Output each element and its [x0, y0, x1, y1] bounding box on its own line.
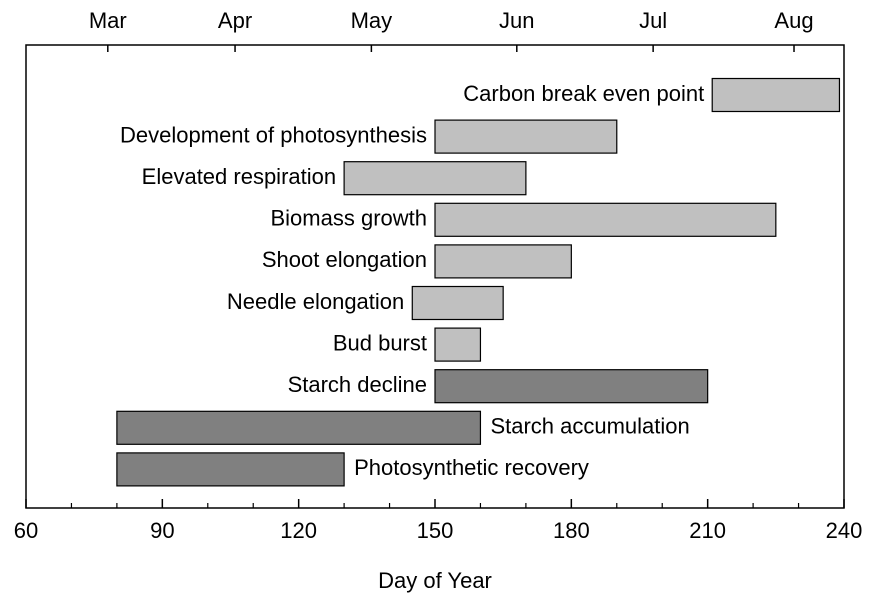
bar — [434, 119, 618, 154]
x-tick-label: 120 — [280, 518, 317, 543]
bar-label: Shoot elongation — [262, 247, 427, 272]
x2-tick-label: Jun — [499, 8, 534, 33]
bar-label: Needle elongation — [227, 289, 404, 314]
x-tick-label: 90 — [150, 518, 174, 543]
bar-label: Elevated respiration — [142, 164, 336, 189]
bar — [116, 452, 345, 487]
bar-label: Bud burst — [333, 330, 427, 355]
x-tick-label: 60 — [14, 518, 38, 543]
bar-label: Starch accumulation — [490, 414, 689, 439]
x2-tick-label: Mar — [89, 8, 127, 33]
x-tick-label: 240 — [826, 518, 863, 543]
x-tick-label: 180 — [553, 518, 590, 543]
x-axis-title: Day of Year — [378, 568, 492, 593]
bar — [343, 161, 527, 196]
bar — [116, 410, 482, 445]
bar — [434, 369, 709, 404]
bar-label: Carbon break even point — [463, 81, 704, 106]
bar — [434, 202, 777, 237]
bar-label: Development of photosynthesis — [120, 122, 427, 147]
bar-label: Biomass growth — [270, 206, 427, 231]
x2-tick-label: Apr — [218, 8, 252, 33]
bar — [711, 77, 841, 113]
bar-label: Photosynthetic recovery — [354, 455, 589, 480]
bar-label: Starch decline — [288, 372, 427, 397]
x2-tick-label: Aug — [774, 8, 813, 33]
x-tick-label: 150 — [417, 518, 454, 543]
x2-tick-label: May — [351, 8, 393, 33]
bar — [411, 285, 504, 321]
bar — [434, 327, 482, 362]
x-tick-label: 210 — [689, 518, 726, 543]
x2-tick-label: Jul — [639, 8, 667, 33]
bar — [434, 244, 572, 279]
